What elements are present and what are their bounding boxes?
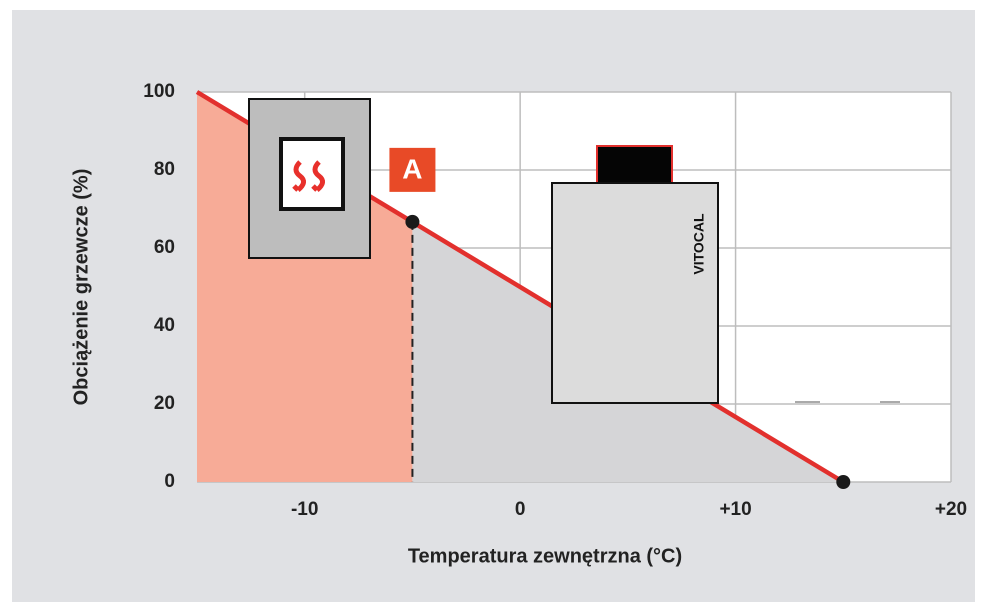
boiler-icon xyxy=(249,99,370,258)
y-tick-label: 20 xyxy=(154,393,175,414)
chart: Temperatura zewnętrzna (°C) Obciążenie g… xyxy=(0,0,985,607)
y-tick-label: 0 xyxy=(164,471,175,492)
y-tick-label: 40 xyxy=(154,315,175,336)
x-tick-label: +20 xyxy=(935,499,967,520)
annotation: A xyxy=(402,153,422,184)
y-tick-label: 100 xyxy=(143,81,175,102)
x-tick-label: +10 xyxy=(719,499,751,520)
x-axis-title: Temperatura zewnętrzna (°C) xyxy=(408,545,682,567)
y-axis-title: Obciążenie grzewcze (%) xyxy=(70,169,92,406)
y-tick-label: 60 xyxy=(154,237,175,258)
y-tick-label: 80 xyxy=(154,159,175,180)
page: {"chart_data": {"type": "line", "x_label… xyxy=(0,0,985,607)
x-tick-label: -10 xyxy=(291,499,318,520)
point xyxy=(836,475,850,489)
point xyxy=(405,215,419,229)
x-tick-label: 0 xyxy=(515,499,526,520)
device-label: VITOCAL xyxy=(691,213,707,275)
